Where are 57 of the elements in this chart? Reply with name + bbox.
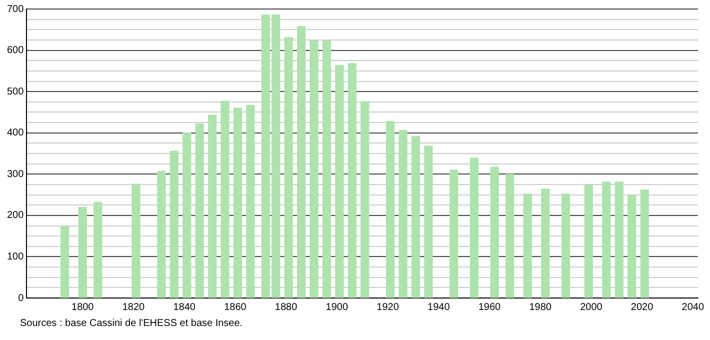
x-tick-label: 1920 (376, 302, 400, 313)
bar (614, 182, 624, 298)
bar (322, 40, 332, 298)
y-tick-label: 0 (18, 292, 24, 304)
bar (233, 108, 242, 298)
bar (450, 170, 458, 298)
bar (182, 132, 192, 298)
x-tick-label: 1840 (173, 302, 196, 313)
bar (640, 190, 649, 298)
bar (157, 170, 166, 298)
bar (94, 202, 102, 298)
x-tick-label: 1820 (122, 302, 146, 313)
x-tick-label: 1900 (326, 302, 348, 313)
bar (208, 114, 217, 298)
x-tick-label: 2040 (682, 302, 704, 313)
bar (348, 63, 356, 298)
bar (132, 184, 140, 298)
bar (60, 226, 70, 298)
x-tick-label: 2000 (580, 302, 603, 313)
bar (398, 130, 408, 298)
bar (195, 123, 204, 298)
bar (584, 184, 593, 298)
x-tick-label: 1960 (478, 302, 502, 313)
source-note: Sources : base Cassini de l'EHESS et base Insee. (20, 318, 243, 329)
bar (411, 136, 420, 298)
bar (561, 194, 570, 298)
bar (386, 120, 395, 298)
x-tick-label: 1880 (274, 302, 298, 313)
x-tick-label: 1980 (529, 302, 552, 313)
bar (506, 174, 514, 298)
bar (310, 40, 318, 298)
y-tick-label: 500 (6, 86, 24, 98)
bar (628, 195, 636, 298)
bar (602, 182, 611, 298)
y-tick-label: 200 (6, 210, 24, 222)
y-tick-label: 100 (6, 251, 24, 262)
bar (170, 150, 178, 298)
bar (424, 146, 433, 298)
y-tick-label: 300 (6, 168, 24, 180)
bar (360, 101, 370, 298)
x-tick-label: 1940 (428, 302, 450, 313)
bar (523, 194, 532, 298)
bar (490, 166, 499, 298)
bar (78, 206, 87, 298)
bar (470, 158, 479, 298)
bar (284, 37, 293, 298)
x-tick-label: 2020 (630, 302, 654, 313)
bar (246, 104, 255, 298)
x-tick-label: 1860 (224, 302, 247, 313)
y-tick-label: 400 (6, 128, 24, 139)
bar (541, 188, 550, 298)
bar (335, 64, 344, 298)
y-tick-label: 600 (6, 45, 24, 56)
y-tick-label: 700 (6, 4, 24, 15)
bar (296, 26, 306, 298)
bar (220, 100, 230, 298)
x-tick-label: 1800 (72, 302, 94, 313)
